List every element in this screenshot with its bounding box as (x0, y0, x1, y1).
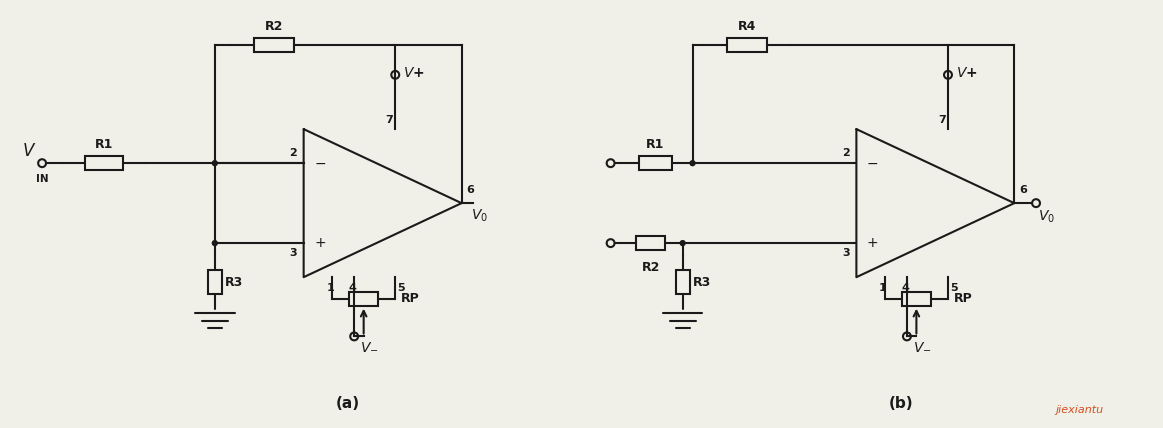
Circle shape (680, 241, 685, 246)
Bar (676, 270, 690, 294)
Text: $\mathit{V}_{0}$: $\mathit{V}_{0}$ (471, 208, 488, 224)
Text: 3: 3 (290, 248, 297, 258)
Text: $-$: $-$ (866, 156, 878, 170)
Text: $\mathit{V}$$_{-}$: $\mathit{V}$$_{-}$ (361, 339, 379, 353)
Text: R3: R3 (224, 276, 243, 288)
Text: (a): (a) (336, 396, 361, 411)
Text: RP: RP (954, 292, 972, 306)
Circle shape (213, 160, 217, 166)
Text: 1: 1 (327, 283, 334, 293)
Circle shape (690, 160, 695, 166)
Text: 5: 5 (398, 283, 405, 293)
Text: $\mathit{V}$: $\mathit{V}$ (22, 142, 36, 160)
Text: 5: 5 (950, 283, 957, 293)
Circle shape (213, 241, 217, 246)
Text: R2: R2 (265, 21, 284, 33)
Text: (b): (b) (889, 396, 913, 411)
Bar (636, 236, 665, 250)
Text: R4: R4 (737, 21, 756, 33)
Text: 7: 7 (385, 115, 393, 125)
Text: RP: RP (401, 292, 420, 306)
Text: 3: 3 (842, 248, 849, 258)
Text: $\mathit{V}_{0}$: $\mathit{V}_{0}$ (1039, 209, 1055, 225)
Bar (85, 156, 122, 170)
Text: 6: 6 (466, 185, 475, 195)
Text: 4: 4 (348, 283, 356, 293)
Text: 6: 6 (1019, 185, 1027, 195)
Bar (902, 292, 930, 306)
Text: 1: 1 (879, 283, 886, 293)
Text: R3: R3 (692, 276, 711, 288)
Text: 2: 2 (842, 148, 849, 158)
Bar (254, 39, 294, 52)
Text: jiexiantu: jiexiantu (1055, 405, 1104, 416)
Text: $-$: $-$ (314, 156, 326, 170)
Text: $\mathit{V}$+: $\mathit{V}$+ (956, 66, 978, 80)
Text: R1: R1 (94, 138, 113, 152)
Bar (349, 292, 378, 306)
Text: R1: R1 (647, 138, 665, 152)
Text: IN: IN (36, 174, 49, 184)
Text: 4: 4 (901, 283, 908, 293)
Text: 7: 7 (939, 115, 946, 125)
Text: 2: 2 (288, 148, 297, 158)
Bar (208, 270, 222, 294)
Bar (638, 156, 672, 170)
Text: $+$: $+$ (866, 236, 878, 250)
Text: $+$: $+$ (314, 236, 326, 250)
Bar (727, 39, 766, 52)
Text: R2: R2 (642, 261, 659, 274)
Text: $\mathit{V}$+: $\mathit{V}$+ (404, 66, 424, 80)
Text: $\mathit{V}$$_{-}$: $\mathit{V}$$_{-}$ (913, 339, 932, 353)
